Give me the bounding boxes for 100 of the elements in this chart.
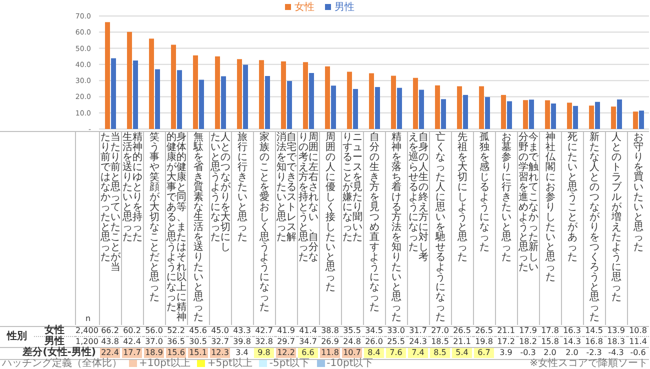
- text: 11.8: [320, 348, 340, 358]
- bar: [435, 85, 440, 129]
- bar: [177, 70, 182, 129]
- bar: [155, 69, 160, 129]
- category-label: 精神を落ち着ける方法を知りたいと思った: [392, 132, 402, 323]
- bar: [639, 110, 644, 129]
- data-label: 26.9: [319, 336, 341, 348]
- bar: [171, 44, 176, 129]
- category-label: 家族のことを愛おしく思うようになった: [260, 132, 270, 313]
- data-label: 21.1: [495, 325, 517, 337]
- data-label: 45.0: [209, 325, 231, 337]
- text: 6.6: [298, 348, 318, 358]
- text: n: [84, 314, 92, 323]
- bar: [111, 58, 116, 129]
- text: 18.9: [144, 348, 164, 358]
- data-label: 56.0: [143, 325, 165, 337]
- bar: [281, 61, 286, 129]
- bar: [243, 64, 248, 129]
- text: ハッチング定義（全体比）: [2, 358, 122, 369]
- bar: [611, 106, 616, 129]
- data-label: 38.8: [319, 325, 341, 337]
- data-label: 17.8: [539, 325, 561, 337]
- category-label: 当たり前と思っていたことが当たり前ではなかったと思った: [100, 132, 120, 273]
- text: 男性: [44, 336, 64, 347]
- data-label: 43.8: [99, 336, 121, 348]
- text: 17.7: [122, 348, 142, 358]
- text: -4.3: [607, 348, 625, 358]
- text: 15.1: [188, 348, 208, 358]
- category-label: 旅行に行きたいと思った: [238, 132, 248, 243]
- data-label: 37.0: [143, 336, 165, 348]
- bar: [237, 59, 242, 129]
- data-label: 16.8: [583, 336, 605, 348]
- bar: [507, 101, 512, 129]
- bar: [501, 94, 506, 129]
- text: 22.4: [100, 348, 120, 358]
- category-label: お守りを買いたいと思った: [634, 132, 644, 253]
- bar: [457, 86, 462, 129]
- bar: [589, 106, 594, 129]
- text: 5.4: [452, 348, 472, 358]
- bar: [551, 103, 556, 129]
- category-label: 孤独を感じるようになった: [480, 132, 490, 253]
- category-label: 新たな人とのつながりをつくろうと思った: [590, 132, 600, 323]
- data-label: 18.5: [429, 336, 451, 348]
- data-label: 42.4: [121, 336, 143, 348]
- data-label: 11.4: [627, 336, 649, 348]
- data-label: 31.7: [407, 325, 429, 337]
- category-label: ニュースを見たり聞いたりすることが嫌になった: [342, 132, 362, 243]
- category-label: 自分の生き方を見つめ直すようになった: [370, 132, 380, 313]
- bar: [595, 102, 600, 129]
- bar: [287, 81, 292, 129]
- bar: [347, 72, 352, 129]
- text: 10.7: [342, 348, 362, 358]
- category-label: 精神的にゆとりを持った生活を送りたいと思った: [122, 132, 142, 243]
- text: 2.0: [564, 348, 580, 358]
- bar: [193, 55, 198, 129]
- text: 6.7: [474, 348, 494, 358]
- data-label: 32.8: [253, 336, 275, 348]
- category-label: 周囲の人に優しく接したいと思った: [326, 132, 336, 293]
- legend-label: 女性: [294, 2, 314, 13]
- bar: [617, 99, 622, 129]
- bar: [567, 102, 572, 129]
- data-label: 35.5: [341, 325, 363, 337]
- category-label: お墓参りに行きたいと思った: [502, 132, 512, 263]
- category-label: 人とのトラブルが増えたように思った: [612, 132, 622, 303]
- data-label: 18.3: [605, 336, 627, 348]
- data-label: 26.5: [451, 325, 473, 337]
- bar: [133, 60, 138, 129]
- data-label: 26.5: [473, 325, 495, 337]
- data-label: 14.3: [561, 336, 583, 348]
- text: -0.6: [629, 348, 647, 358]
- data-label: 66.2: [99, 325, 121, 337]
- data-label: 19.8: [473, 336, 495, 348]
- category-label: 先祖を大切にしようと思った: [458, 132, 468, 263]
- bar: [221, 76, 226, 129]
- text: -5pt以下: [269, 358, 310, 369]
- legend-label: 男性: [334, 2, 354, 13]
- category-label: 笑う事や笑顔が大切なことだと思った: [150, 132, 160, 303]
- data-label: 41.9: [275, 325, 297, 337]
- category-label: 人とのつながりを大切にしたいと思うようになった: [210, 132, 230, 253]
- bar: [523, 100, 528, 129]
- category-label: 周囲に左右されない、自分なりの考え方を持とうと思った: [298, 132, 318, 263]
- bar: [485, 97, 490, 129]
- data-label: 14.5: [583, 325, 605, 337]
- data-label: 16.3: [561, 325, 583, 337]
- data-label: 36.5: [165, 336, 187, 348]
- text: 差分(女性-男性): [21, 347, 96, 358]
- data-label: 25.5: [385, 336, 407, 348]
- data-label: 60.2: [121, 325, 143, 337]
- text: 15.6: [166, 348, 186, 358]
- data-label: 45.6: [187, 325, 209, 337]
- bar: [309, 72, 314, 129]
- bar: [369, 73, 374, 129]
- data-label: 15.8: [539, 336, 561, 348]
- text: 7.4: [408, 348, 428, 358]
- bar: [529, 100, 534, 129]
- text: 性別: [6, 330, 28, 344]
- data-label: 42.7: [253, 325, 275, 337]
- bar: [375, 87, 380, 129]
- text: 9.8: [254, 348, 274, 358]
- bar: [331, 86, 336, 129]
